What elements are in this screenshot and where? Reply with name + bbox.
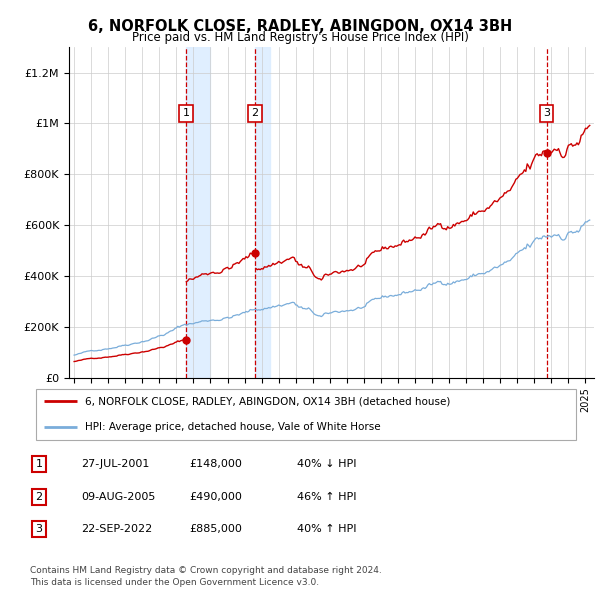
Text: 22-SEP-2022: 22-SEP-2022: [81, 525, 152, 534]
Text: HPI: Average price, detached house, Vale of White Horse: HPI: Average price, detached house, Vale…: [85, 422, 380, 432]
Text: 3: 3: [35, 525, 43, 534]
Text: 3: 3: [543, 109, 550, 118]
Text: 40% ↓ HPI: 40% ↓ HPI: [297, 460, 356, 469]
Text: 2: 2: [251, 109, 259, 118]
Text: £490,000: £490,000: [189, 492, 242, 502]
Text: 27-JUL-2001: 27-JUL-2001: [81, 460, 149, 469]
Text: £885,000: £885,000: [189, 525, 242, 534]
Text: 46% ↑ HPI: 46% ↑ HPI: [297, 492, 356, 502]
Text: 40% ↑ HPI: 40% ↑ HPI: [297, 525, 356, 534]
Text: 1: 1: [35, 460, 43, 469]
Text: 09-AUG-2005: 09-AUG-2005: [81, 492, 155, 502]
Bar: [255, 47, 270, 378]
Text: £148,000: £148,000: [189, 460, 242, 469]
Text: Contains HM Land Registry data © Crown copyright and database right 2024.
This d: Contains HM Land Registry data © Crown c…: [30, 566, 382, 587]
Text: 6, NORFOLK CLOSE, RADLEY, ABINGDON, OX14 3BH: 6, NORFOLK CLOSE, RADLEY, ABINGDON, OX14…: [88, 19, 512, 34]
FancyBboxPatch shape: [36, 389, 576, 440]
Text: 6, NORFOLK CLOSE, RADLEY, ABINGDON, OX14 3BH (detached house): 6, NORFOLK CLOSE, RADLEY, ABINGDON, OX14…: [85, 396, 450, 407]
Text: 2: 2: [35, 492, 43, 502]
Bar: [186, 47, 211, 378]
Text: Price paid vs. HM Land Registry's House Price Index (HPI): Price paid vs. HM Land Registry's House …: [131, 31, 469, 44]
Text: 1: 1: [182, 109, 190, 118]
